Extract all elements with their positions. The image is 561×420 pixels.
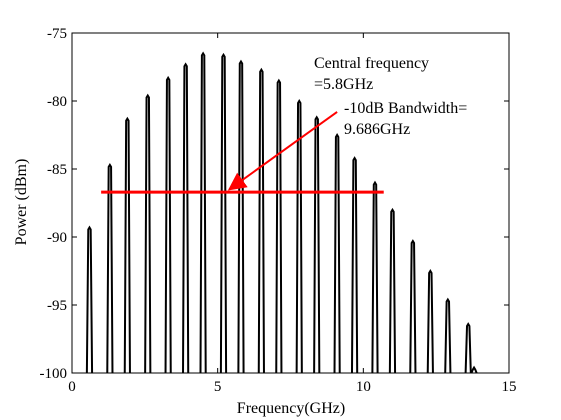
spectral-peak [164, 75, 172, 374]
spectral-peak [106, 162, 114, 374]
plot-frame [71, 32, 510, 374]
y-tick-label: -90 [47, 230, 67, 246]
y-tick-label: -100 [40, 366, 68, 382]
spectral-peak [388, 207, 397, 374]
spectral-peak [444, 297, 452, 374]
x-axis-title: Frequency(GHz) [237, 400, 345, 417]
spectral-peak [371, 180, 379, 374]
spectral-peak [237, 59, 245, 374]
spectral-peak [333, 133, 341, 374]
y-tick-label: -75 [47, 26, 67, 42]
spectral-peak [123, 116, 131, 374]
x-tick-label: 15 [502, 379, 517, 395]
spectral-peak [470, 365, 478, 374]
spectral-peak [199, 51, 207, 374]
spectral-peak [219, 52, 228, 374]
spectral-peak [144, 93, 152, 374]
spectral-peak [295, 99, 303, 374]
y-axis-title: Power (dBm) [13, 159, 30, 246]
spectral-peak [426, 269, 434, 374]
x-tick-label: 10 [356, 379, 371, 395]
spectral-peak [464, 322, 472, 374]
y-tick-label: -80 [47, 94, 67, 110]
annotation-central-frequency-line2: =5.8GHz [314, 76, 373, 93]
x-tick-label: 0 [68, 379, 76, 395]
spectral-peak [409, 239, 417, 374]
spectral-peak [275, 78, 283, 374]
x-tick-label: 5 [214, 379, 222, 395]
annotation-arrow [227, 111, 338, 191]
axis-ticks: 0 5 10 15 -75 -80 -85 -90 -95 -100 [40, 26, 517, 395]
y-tick-label: -95 [47, 298, 67, 314]
spectral-peak [182, 62, 190, 374]
annotation-bandwidth-line1: -10dB Bandwidth= [344, 100, 467, 117]
annotation-bandwidth-line2: 9.686GHz [344, 121, 410, 138]
spectral-peak [350, 156, 359, 374]
y-tick-label: -85 [47, 162, 67, 178]
spectral-peak [257, 67, 265, 374]
annotation-central-frequency-line1: Central frequency [314, 55, 429, 72]
spectral-peak [313, 115, 321, 374]
spectral-peak [85, 225, 94, 374]
